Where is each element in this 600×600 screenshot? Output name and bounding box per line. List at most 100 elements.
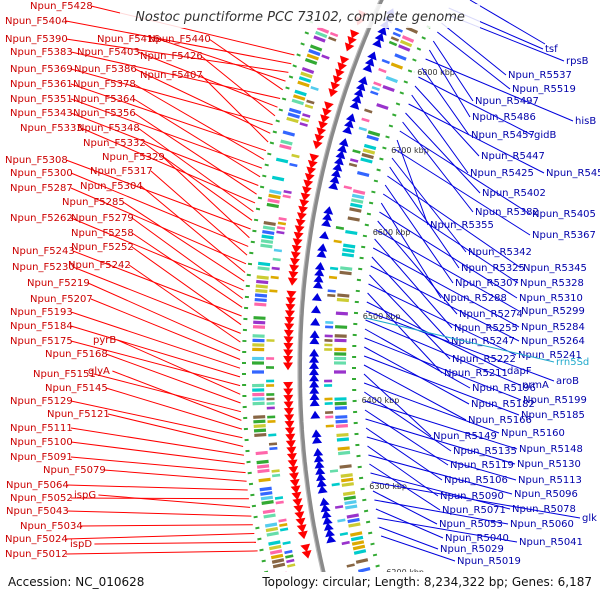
- reverse-label-leader: [405, 112, 481, 194]
- cog-feature-box: [254, 302, 267, 307]
- reverse-gene-arrow: [372, 39, 382, 49]
- forward-gene-labels: Npun_F5428 Npun_F5404 Npun_F5390 Npun_F5416…: [5, 1, 295, 560]
- inner-tick: [399, 91, 405, 95]
- reverse-gene-label: Npun_R5274: [459, 309, 523, 320]
- reverse-gene-label: Npun_R5264: [521, 336, 585, 347]
- cog-feature-box: [376, 103, 389, 110]
- forward-label-leader: [65, 38, 289, 73]
- cog-feature-box: [267, 415, 276, 419]
- forward-gene-arrow: [301, 550, 312, 559]
- forward-gene-arrow: [285, 440, 296, 449]
- forward-gene-arrow: [306, 166, 317, 176]
- forward-label-leader: [70, 400, 243, 439]
- forward-label-leader: [157, 38, 286, 82]
- forward-gene-arrow: [286, 453, 297, 462]
- cog-feature-box: [350, 535, 364, 542]
- reverse-gene-label: gidB: [534, 130, 556, 141]
- cog-feature-box: [324, 379, 333, 383]
- forward-gene-arrow: [293, 504, 304, 514]
- inner-tick: [392, 113, 397, 117]
- forward-label-leader: [70, 68, 273, 126]
- forward-gene-arrow: [283, 349, 294, 358]
- reverse-label-leader: [363, 364, 467, 421]
- cog-feature-box: [342, 248, 355, 253]
- forward-gene-arrow: [318, 120, 328, 130]
- cog-feature-box: [334, 505, 344, 509]
- cog-feature-box: [270, 553, 284, 560]
- reverse-gene-arrow: [319, 497, 330, 506]
- forward-gene-label: Npun_F5252: [71, 242, 134, 253]
- cog-feature-box: [324, 339, 333, 342]
- cog-feature-box: [333, 361, 347, 365]
- forward-label-leader: [140, 185, 246, 273]
- reverse-gene-label: Npun_R5497: [475, 96, 539, 107]
- outer-tick: [253, 218, 259, 222]
- outer-tick: [259, 548, 264, 552]
- reverse-gene-arrow: [311, 429, 322, 438]
- inner-tick: [385, 135, 390, 139]
- cog-feature-box: [334, 406, 347, 410]
- cog-feature-box: [399, 39, 413, 48]
- forward-label-leader: [70, 51, 281, 99]
- kbp-label: 6400 kbp: [362, 396, 400, 405]
- forward-gene-label: Npun_F5052: [10, 493, 73, 504]
- cog-feature-box: [272, 257, 281, 262]
- reverse-gene-label: Npun_R5328: [520, 278, 584, 289]
- cog-feature-box: [335, 311, 348, 316]
- forward-gene-arrow: [328, 88, 338, 97]
- forward-gene-label: Npun_F5193: [10, 307, 73, 318]
- forward-label-leader: [70, 98, 263, 169]
- reverse-gene-label: Npun_R5196: [472, 383, 536, 394]
- inner-tick: [359, 256, 364, 260]
- cog-feature-box: [401, 35, 415, 43]
- reverse-gene-arrow: [374, 32, 384, 42]
- cog-feature-box: [370, 90, 379, 96]
- cog-feature-box: [287, 112, 301, 119]
- cog-feature-box: [381, 58, 390, 65]
- cog-feature-box: [337, 293, 350, 298]
- forward-label-leader: [131, 217, 243, 300]
- cog-feature-box: [350, 202, 363, 209]
- reverse-gene-label: Npun_R5284: [521, 322, 585, 333]
- cog-feature-box: [262, 509, 276, 514]
- reverse-label-leader: [366, 436, 517, 481]
- forward-gene-arrow: [284, 427, 295, 436]
- reverse-label-leader: [414, 85, 480, 157]
- inner-tick: [403, 80, 409, 84]
- reverse-gene-label: Npun_R5019: [457, 556, 521, 567]
- reverse-gene-arrow: [309, 348, 320, 357]
- cog-feature-box: [257, 468, 270, 474]
- forward-gene-label: Npun_F5364: [73, 94, 136, 105]
- cog-feature-box: [325, 424, 334, 428]
- reverse-gene-arrow: [355, 82, 366, 92]
- inner-tick: [362, 234, 368, 238]
- forward-gene-label: Npun_F5242: [68, 260, 131, 271]
- cog-feature-box: [298, 76, 312, 83]
- cog-feature-box: [265, 366, 275, 369]
- cog-feature-box: [266, 406, 275, 410]
- outer-tick: [288, 75, 294, 79]
- reverse-gene-label: rpsB: [566, 56, 589, 67]
- reverse-gene-arrow: [317, 243, 328, 252]
- cog-feature-box: [334, 347, 347, 352]
- forward-gene-label: Npun_F5428: [30, 1, 93, 12]
- forward-label-leader: [200, 55, 276, 117]
- forward-gene-arrow: [316, 127, 327, 136]
- outer-tick: [272, 130, 277, 134]
- cog-feature-box: [339, 464, 352, 469]
- reverse-label-leader: [380, 535, 456, 562]
- rrna-label-leader: [365, 317, 555, 363]
- cog-feature-box: [316, 26, 330, 34]
- forward-gene-label: Npun_F5091: [10, 452, 73, 463]
- cog-feature-box: [351, 193, 365, 200]
- kbp-label: 6800 kbp: [417, 68, 455, 77]
- cog-feature-box: [252, 343, 265, 347]
- cog-feature-box: [315, 30, 328, 39]
- forward-label-leader: [133, 98, 261, 178]
- forward-label-leader: [70, 340, 241, 387]
- forward-gene-label: pyrB: [93, 335, 116, 346]
- reverse-gene-arrow: [326, 534, 337, 544]
- cog-feature-box: [324, 402, 333, 405]
- reverse-label-leader: [421, 67, 470, 136]
- forward-label-leader: [122, 201, 245, 282]
